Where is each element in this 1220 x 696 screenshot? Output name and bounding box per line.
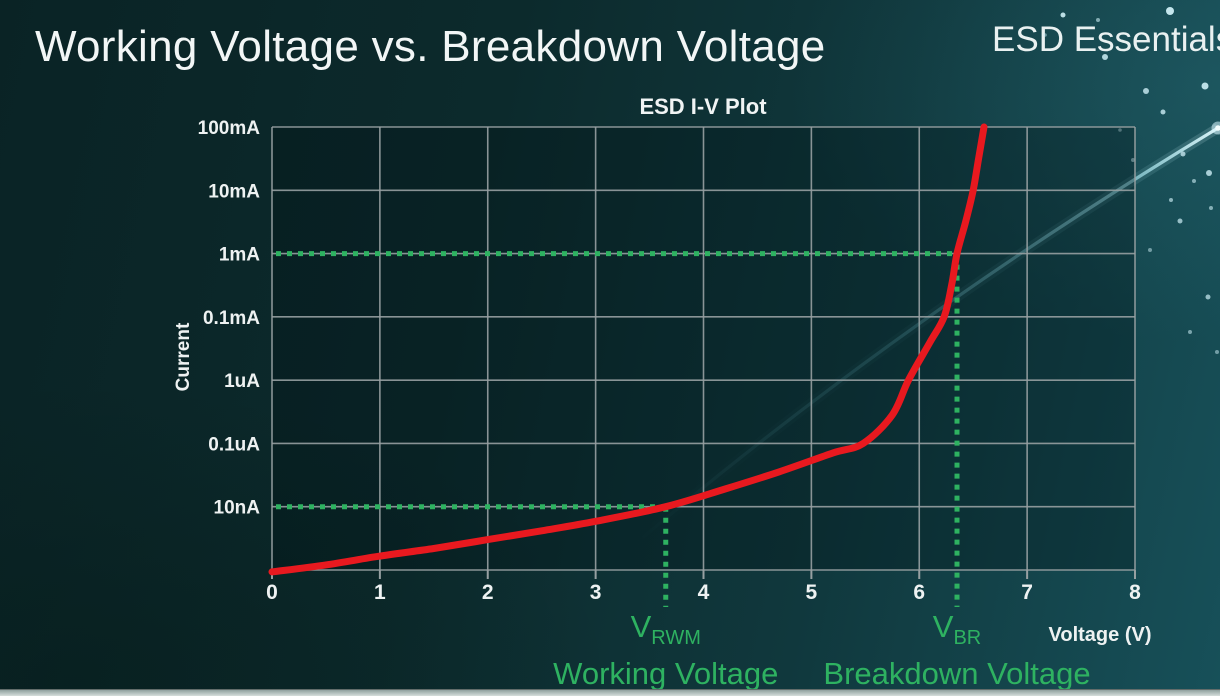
y-tick-label: 10mA [208, 181, 260, 202]
sparkle-dot [1202, 83, 1209, 90]
sparkle-dot [1206, 295, 1211, 300]
sparkle-dot [1161, 110, 1166, 115]
bottom-edge-strip [0, 689, 1220, 696]
y-tick-label: 100mA [198, 118, 261, 139]
y-tick-label: 1mA [219, 245, 260, 266]
slide: Working Voltage vs. Breakdown Voltage ES… [0, 0, 1220, 696]
sparkle-dot [1181, 152, 1186, 157]
x-tick-label: 6 [913, 581, 925, 604]
sparkle-dot [1102, 54, 1108, 60]
working-voltage-label: Working Voltage [553, 657, 778, 691]
sparkle-dot [1178, 219, 1183, 224]
x-tick-label: 3 [590, 581, 602, 604]
sparkle-dot [1215, 350, 1219, 354]
y-tick-label: 0.1mA [203, 308, 260, 329]
sparkle-dot [1166, 7, 1174, 15]
sparkle-dot [1192, 179, 1196, 183]
x-tick-label: 7 [1021, 581, 1033, 604]
sparkle-dot [1043, 33, 1047, 37]
x-tick-label: 2 [482, 581, 494, 604]
sparkle-dot [1148, 248, 1152, 252]
y-axis-label: Current [173, 323, 195, 392]
sparkle-dot [1169, 198, 1173, 202]
x-tick-label: 5 [806, 581, 818, 604]
breakdown-voltage-marker: VBR Breakdown Voltage [823, 608, 1090, 691]
y-tick-label: 1uA [224, 371, 260, 392]
y-tick-label: 0.1uA [208, 434, 260, 455]
sparkle-dot [1209, 206, 1213, 210]
y-tick-label: 10nA [214, 498, 261, 519]
x-tick-label: 1 [374, 581, 386, 604]
sparkle-dot [1188, 330, 1192, 334]
vbr-symbol: VBR [823, 608, 1090, 657]
x-tick-label: 4 [698, 581, 710, 604]
breakdown-voltage-label: Breakdown Voltage [823, 657, 1090, 691]
x-tick-label: 0 [266, 581, 278, 604]
vrwm-symbol: VRWM [553, 608, 778, 657]
sparkle-dot [1143, 88, 1149, 94]
sparkle-dot [1061, 13, 1066, 18]
sparkle-dot [1206, 170, 1212, 176]
sparkle-dot [1096, 18, 1100, 22]
vbr-symbol-letter: V [933, 609, 954, 644]
working-voltage-marker: VRWM Working Voltage [553, 608, 778, 691]
x-tick-label: 8 [1129, 581, 1141, 604]
vrwm-symbol-letter: V [631, 609, 652, 644]
chart-title: ESD I-V Plot [639, 94, 766, 120]
vbr-symbol-subscript: BR [953, 627, 981, 649]
vrwm-symbol-subscript: RWM [651, 627, 701, 649]
